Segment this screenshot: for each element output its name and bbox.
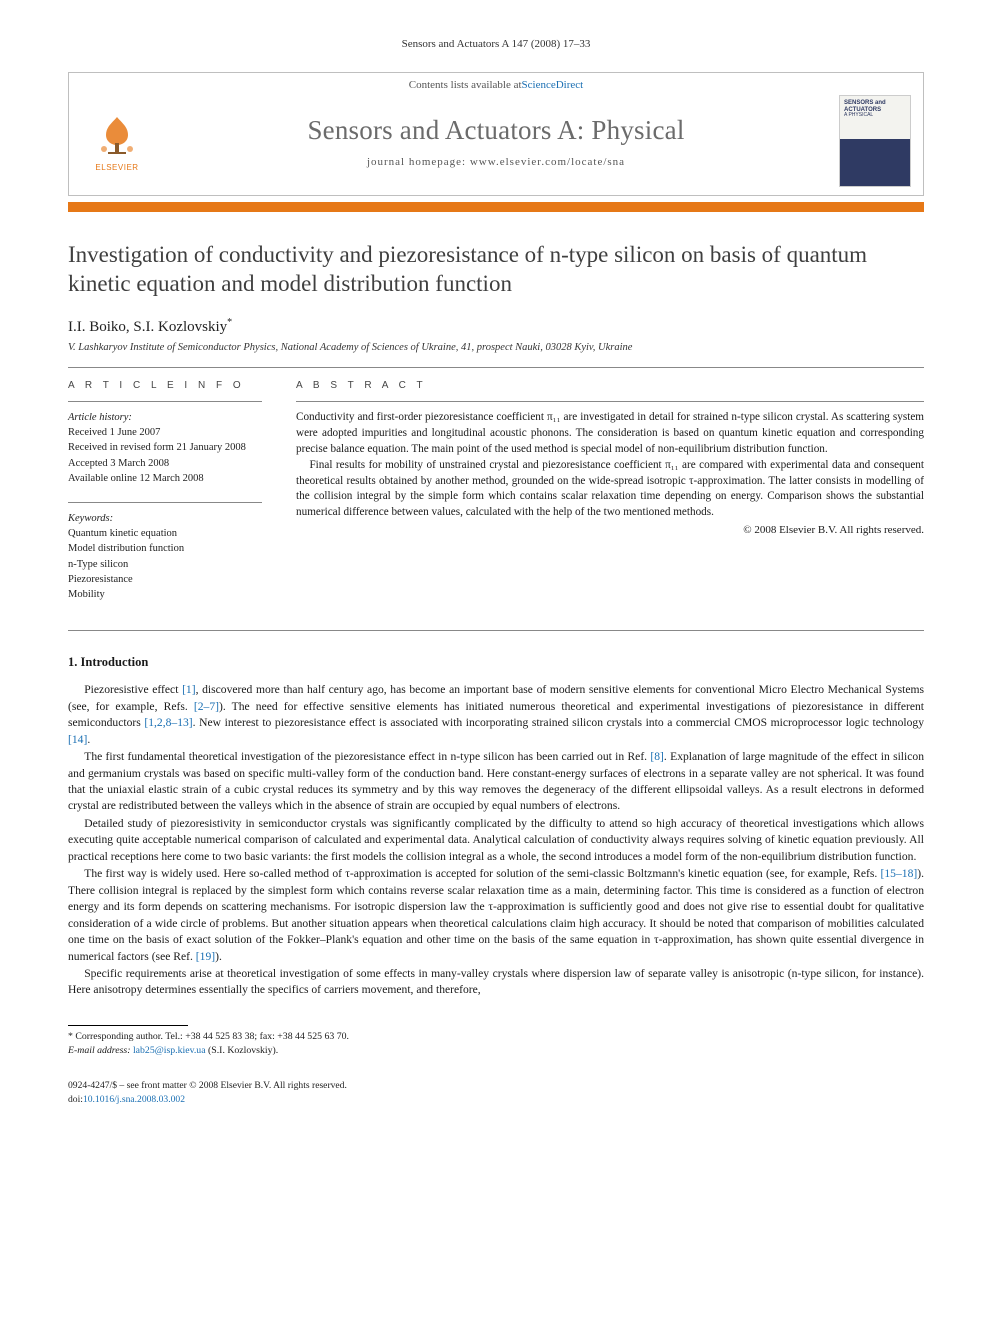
- running-head: Sensors and Actuators A 147 (2008) 17–33: [68, 38, 924, 50]
- section-1-body: Piezoresistive effect [1], discovered mo…: [68, 682, 924, 999]
- contents-prefix: Contents lists available at: [409, 79, 522, 91]
- cover-text-sub: A PHYSICAL: [844, 113, 906, 119]
- body-para: Specific requirements arise at theoretic…: [68, 966, 924, 999]
- homepage-url[interactable]: www.elsevier.com/locate/sna: [470, 156, 625, 168]
- history-label: Article history:: [68, 410, 262, 425]
- corresponding-mark: *: [227, 317, 232, 328]
- abstract-para: Conductivity and first-order piezoresist…: [296, 410, 924, 458]
- abstract-copyright: © 2008 Elsevier B.V. All rights reserved…: [296, 523, 924, 539]
- page: Sensors and Actuators A 147 (2008) 17–33…: [0, 0, 992, 1136]
- elsevier-logo: ELSEVIER: [81, 111, 153, 172]
- rule-below-abstract: [68, 630, 924, 631]
- sciencedirect-link[interactable]: ScienceDirect: [522, 79, 584, 91]
- body-para: The first way is widely used. Here so-ca…: [68, 866, 924, 965]
- masthead-main: ELSEVIER Sensors and Actuators A: Physic…: [69, 93, 923, 195]
- footnotes: * Corresponding author. Tel.: +38 44 525…: [68, 1030, 924, 1057]
- keyword: n-Type silicon: [68, 557, 262, 572]
- footnote-rule: [68, 1025, 188, 1026]
- contents-line: Contents lists available at ScienceDirec…: [69, 73, 923, 93]
- email-link[interactable]: lab25@isp.kiev.ua: [133, 1045, 206, 1056]
- orange-rule: [68, 202, 924, 212]
- article-history: Article history: Received 1 June 2007 Re…: [68, 410, 262, 486]
- body-para: Piezoresistive effect [1], discovered mo…: [68, 682, 924, 748]
- article-info-head: A R T I C L E I N F O: [68, 380, 262, 391]
- email-who: (S.I. Kozlovskiy).: [208, 1045, 278, 1056]
- affiliation: V. Lashkaryov Institute of Semiconductor…: [68, 342, 924, 353]
- elsevier-logo-text: ELSEVIER: [95, 163, 138, 172]
- journal-block: Sensors and Actuators A: Physical journa…: [153, 115, 839, 168]
- footer-block: 0924-4247/$ – see front matter © 2008 El…: [68, 1079, 924, 1106]
- journal-homepage: journal homepage: www.elsevier.com/locat…: [153, 156, 839, 168]
- keyword: Piezoresistance: [68, 572, 262, 587]
- abstract-column: A B S T R A C T Conductivity and first-o…: [296, 380, 924, 618]
- rule-above-info: [68, 367, 924, 368]
- author-names: I.I. Boiko, S.I. Kozlovskiy: [68, 319, 227, 335]
- body-para: The first fundamental theoretical invest…: [68, 749, 924, 815]
- doi-link[interactable]: 10.1016/j.sna.2008.03.002: [83, 1094, 185, 1105]
- masthead: Contents lists available at ScienceDirec…: [68, 72, 924, 196]
- email-label: E-mail address:: [68, 1045, 131, 1056]
- keywords-block: Keywords: Quantum kinetic equation Model…: [68, 511, 262, 602]
- keyword: Mobility: [68, 587, 262, 602]
- corresponding-author-footnote: * Corresponding author. Tel.: +38 44 525…: [68, 1030, 924, 1044]
- info-abstract-row: A R T I C L E I N F O Article history: R…: [68, 380, 924, 618]
- email-footnote: E-mail address: lab25@isp.kiev.ua (S.I. …: [68, 1044, 924, 1058]
- info-rule-2: [68, 502, 262, 503]
- journal-title: Sensors and Actuators A: Physical: [153, 115, 839, 146]
- abstract-text: Conductivity and first-order piezoresist…: [296, 410, 924, 539]
- keyword: Quantum kinetic equation: [68, 526, 262, 541]
- issn-copyright-line: 0924-4247/$ – see front matter © 2008 El…: [68, 1079, 924, 1092]
- keyword: Model distribution function: [68, 541, 262, 556]
- history-item: Accepted 3 March 2008: [68, 456, 262, 471]
- doi-label: doi:: [68, 1094, 83, 1105]
- elsevier-tree-icon: [92, 111, 142, 161]
- history-item: Available online 12 March 2008: [68, 471, 262, 486]
- article-title: Investigation of conductivity and piezor…: [68, 240, 924, 299]
- body-para: Detailed study of piezoresistivity in se…: [68, 816, 924, 865]
- authors: I.I. Boiko, S.I. Kozlovskiy*: [68, 317, 924, 336]
- article-info-column: A R T I C L E I N F O Article history: R…: [68, 380, 262, 618]
- doi-line: doi:10.1016/j.sna.2008.03.002: [68, 1093, 924, 1106]
- homepage-label: journal homepage:: [367, 156, 470, 168]
- info-rule: [68, 401, 262, 402]
- history-item: Received 1 June 2007: [68, 425, 262, 440]
- journal-cover-thumb: SENSORS and ACTUATORS A PHYSICAL: [839, 95, 911, 187]
- keywords-label: Keywords:: [68, 511, 262, 526]
- abstract-head: A B S T R A C T: [296, 380, 924, 391]
- history-item: Received in revised form 21 January 2008: [68, 440, 262, 455]
- abstract-para: Final results for mobility of unstrained…: [296, 458, 924, 522]
- section-1-head: 1. Introduction: [68, 655, 924, 670]
- abstract-rule: [296, 401, 924, 402]
